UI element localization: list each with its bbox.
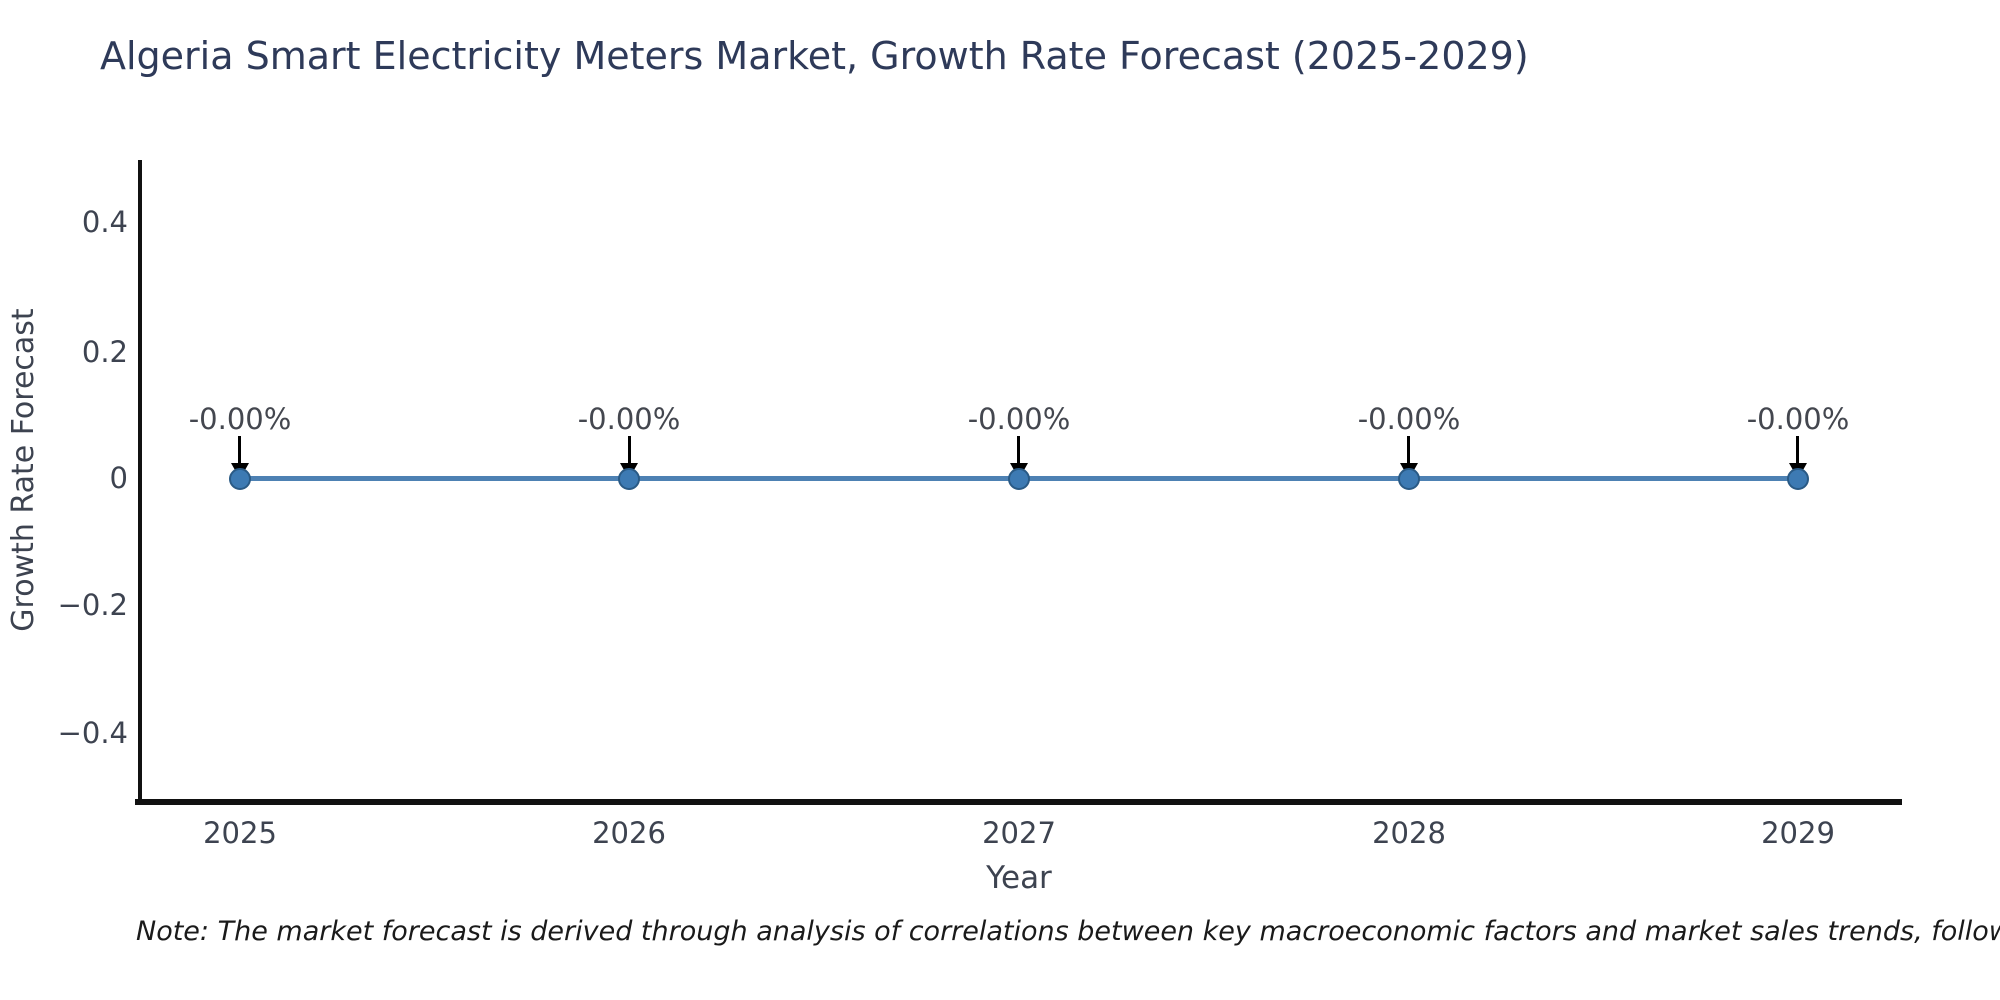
- annotation-arrow-stem: [1407, 436, 1410, 464]
- x-tick-label: 2027: [982, 816, 1056, 850]
- data-point-marker: [1787, 468, 1809, 490]
- chart-title: Algeria Smart Electricity Meters Market,…: [100, 34, 1529, 78]
- footnote: Note: The market forecast is derived thr…: [136, 916, 2000, 947]
- x-tick-label: 2025: [203, 816, 277, 850]
- data-point-marker: [1398, 468, 1420, 490]
- point-label: -0.00%: [1746, 402, 1850, 436]
- data-point-marker: [618, 468, 640, 490]
- y-tick-label: 0.2: [81, 335, 128, 369]
- x-axis-label: Year: [986, 860, 1052, 896]
- y-axis-spine: [138, 160, 142, 805]
- point-label: -0.00%: [188, 402, 292, 436]
- data-point-marker: [1008, 468, 1030, 490]
- annotation-arrow-stem: [238, 436, 241, 464]
- y-tick-label: 0: [109, 461, 128, 495]
- point-label: -0.00%: [967, 402, 1071, 436]
- y-tick-label: −0.2: [57, 588, 128, 622]
- annotation-arrow-stem: [1796, 436, 1799, 464]
- point-label: -0.00%: [1357, 402, 1461, 436]
- x-tick-label: 2029: [1761, 816, 1835, 850]
- x-axis-spine: [135, 799, 1902, 805]
- point-label: -0.00%: [577, 402, 681, 436]
- annotation-arrow-stem: [628, 436, 631, 464]
- data-point-marker: [229, 468, 251, 490]
- x-tick-label: 2026: [592, 816, 666, 850]
- y-tick-label: −0.4: [57, 716, 128, 750]
- annotation-arrow-stem: [1017, 436, 1020, 464]
- x-tick-label: 2028: [1372, 816, 1446, 850]
- y-tick-label: 0.4: [81, 205, 128, 239]
